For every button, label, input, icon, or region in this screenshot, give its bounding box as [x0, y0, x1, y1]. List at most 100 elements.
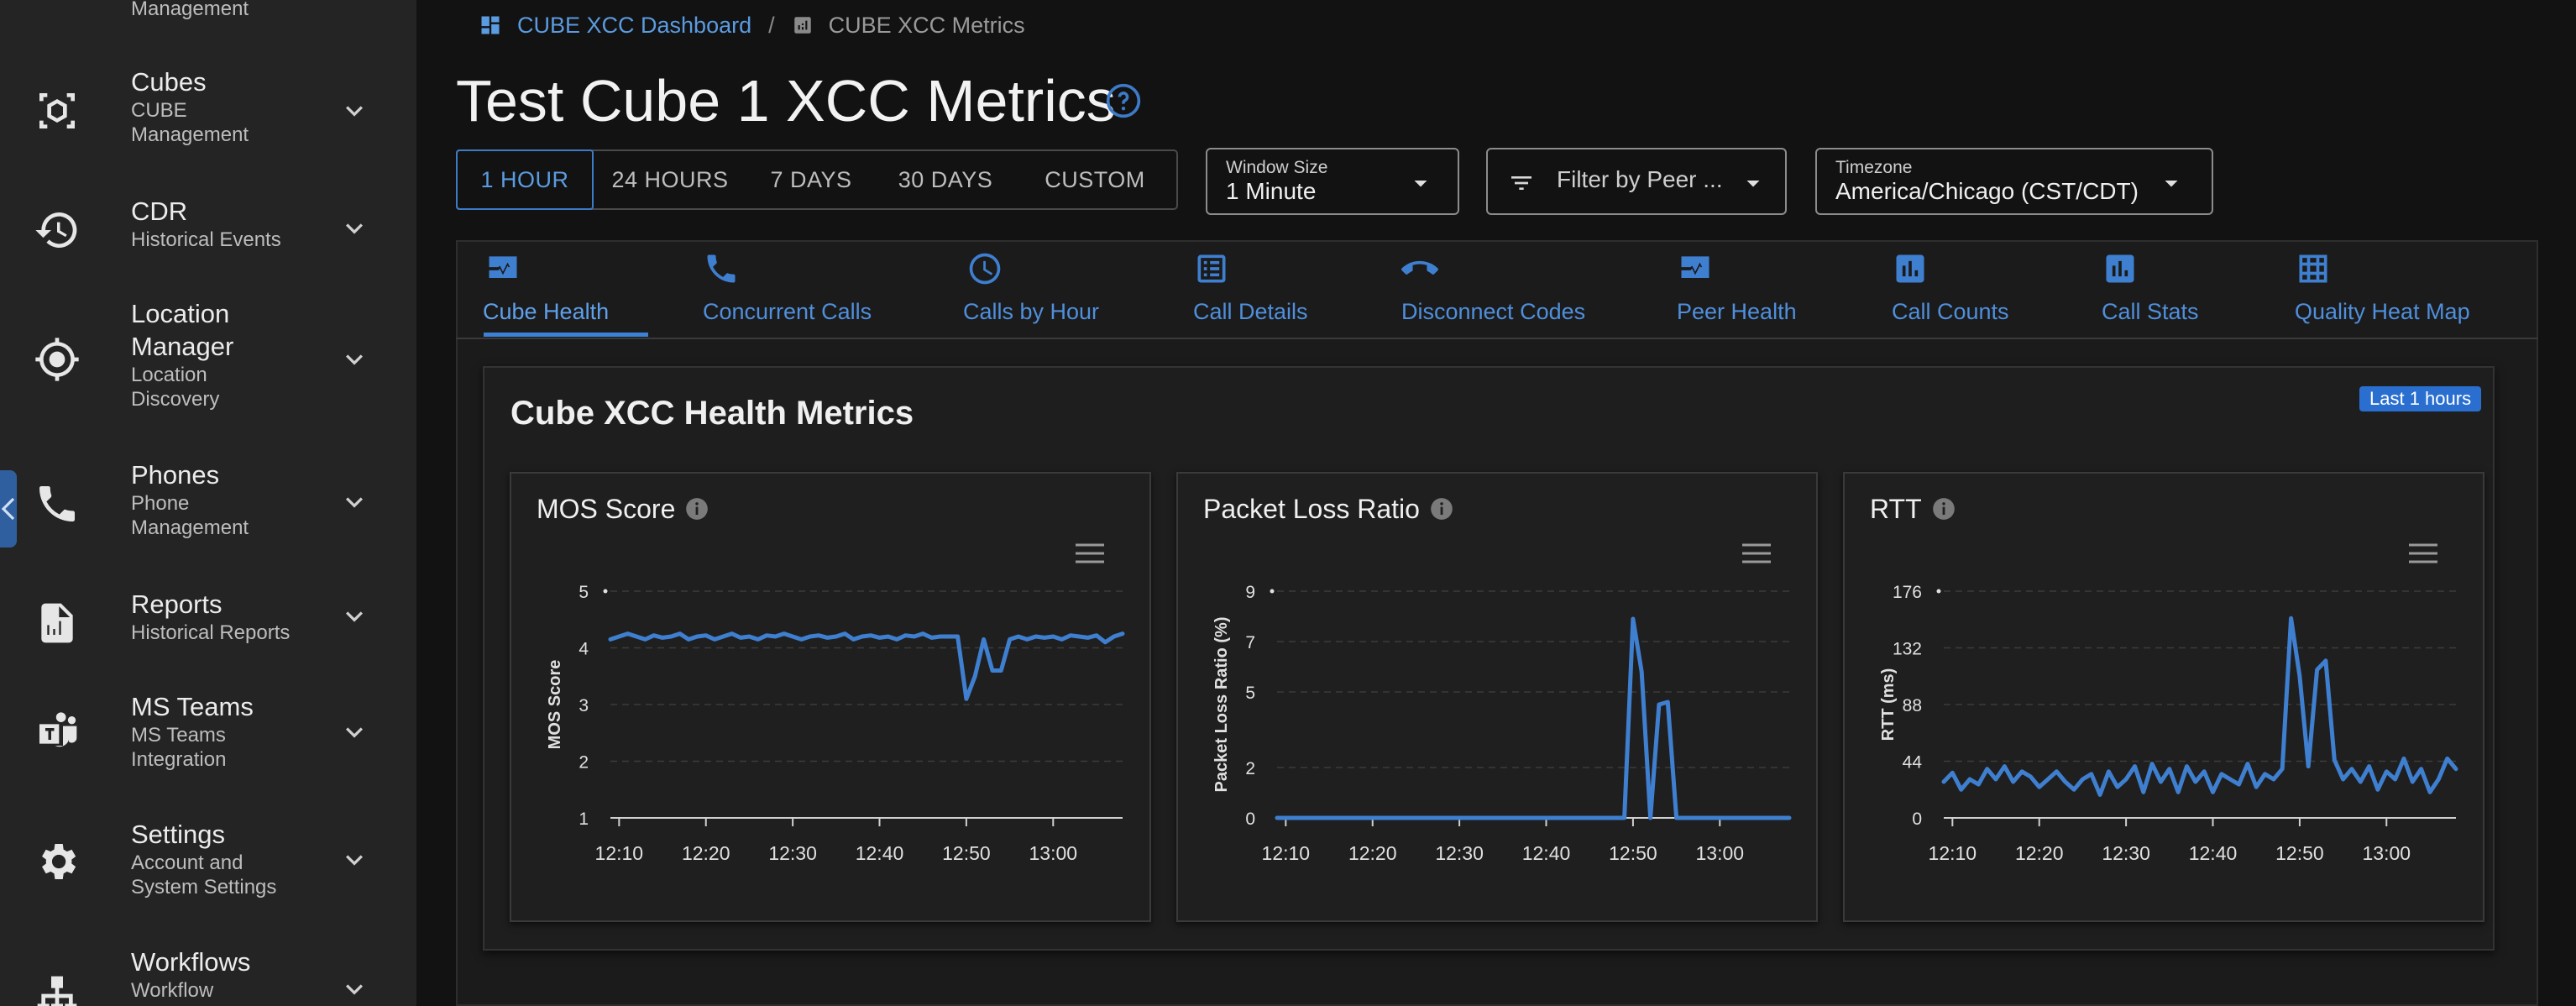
- timezone-select[interactable]: Timezone America/Chicago (CST/CDT): [1815, 148, 2213, 215]
- tab-call-details[interactable]: Call Details: [1193, 240, 1319, 339]
- y-tick-label: 5: [579, 583, 589, 602]
- window-size-select[interactable]: Window Size 1 Minute: [1206, 148, 1459, 215]
- tab-label: Disconnect Codes: [1401, 299, 1586, 324]
- breadcrumb-link[interactable]: CUBE XCC Dashboard: [517, 12, 752, 38]
- tab-label: Call Stats: [2102, 299, 2199, 324]
- range-24-hours-button[interactable]: 24 HOURS: [611, 166, 729, 192]
- rtt-chart-card: RTT 0 44 88 132 176 12:10 12:20 12:30 12:40 12:50…: [1843, 472, 2484, 922]
- sidebar-item-sub: Integration: [131, 748, 227, 771]
- sidebar-item-settings[interactable]: Settings Account and System Settings: [0, 818, 416, 910]
- tab-call-counts[interactable]: Call Counts: [1892, 240, 2018, 339]
- chart-title-text: RTT: [1870, 494, 1922, 524]
- tab-label: Quality Heat Map: [2295, 299, 2470, 324]
- x-tick-label: 12:50: [942, 842, 991, 864]
- chevron-down-icon[interactable]: [338, 485, 371, 519]
- chevron-down-icon[interactable]: [338, 600, 371, 633]
- y-axis-label: MOS Score: [546, 660, 564, 750]
- chevron-down-icon[interactable]: [338, 343, 371, 376]
- sidebar-item-sub: Account and: [131, 851, 243, 874]
- chevron-down-icon[interactable]: [338, 972, 371, 1006]
- sidebar-item-sub: Historical Reports: [131, 621, 291, 644]
- sidebar-item-cdr[interactable]: CDR Historical Events: [0, 195, 416, 262]
- info-icon[interactable]: [1430, 497, 1453, 521]
- y-tick-label: 2: [1245, 759, 1255, 778]
- sidebar-item-sub: Location: [131, 364, 207, 386]
- tab-cube-health[interactable]: Cube Health: [483, 240, 647, 339]
- x-tick-label: 12:20: [1348, 842, 1397, 864]
- caret-down-icon: [1406, 168, 1436, 198]
- y-axis-label: Packet Loss Ratio (%): [1212, 617, 1231, 793]
- sidebar-item-sub: CUBE: [131, 99, 187, 122]
- x-tick-label: 12:10: [1929, 842, 1977, 864]
- y-tick-label: 7: [1245, 633, 1255, 652]
- sidebar-item-cubes[interactable]: Cubes CUBE Management: [0, 65, 416, 158]
- sidebar-item-sub: System Settings: [131, 876, 277, 899]
- sidebar-item-title: Manager: [131, 332, 234, 361]
- mos-score-chart-card: MOS Score 1 2 3 4 5 12:10 12:20 12:30 12:40 12:50…: [510, 472, 1151, 922]
- y-tick-label: 132: [1893, 640, 1922, 659]
- bar-chart-icon: [2102, 250, 2139, 287]
- chevron-left-icon: [1, 497, 15, 521]
- chevron-down-icon[interactable]: [338, 94, 371, 128]
- time-range-badge: Last 1 hours: [2359, 386, 2482, 411]
- sidebar-item-location-manager[interactable]: Location Manager Location Discovery: [0, 297, 416, 423]
- help-icon[interactable]: [1105, 82, 1142, 119]
- chevron-down-icon[interactable]: [338, 212, 371, 245]
- range-custom-button[interactable]: CUSTOM: [1045, 166, 1145, 192]
- x-tick-label: 12:30: [768, 842, 817, 864]
- time-range-group: 1 HOUR 24 HOURS 7 DAYS 30 DAYS CUSTOM: [456, 149, 1178, 210]
- chevron-down-icon[interactable]: [338, 843, 371, 877]
- axis-top-dot: [603, 589, 608, 594]
- sidebar-item-phones[interactable]: Phones Phone Management: [0, 458, 416, 551]
- tab-label: Peer Health: [1677, 299, 1797, 324]
- x-tick-label: 13:00: [1696, 842, 1745, 864]
- page-title: Test Cube 1 XCC Metrics: [456, 68, 1116, 134]
- sidebar-item-title: Reports: [131, 589, 223, 619]
- peer-filter-select[interactable]: Filter by Peer ...: [1486, 148, 1787, 215]
- sidebar-item-workflows[interactable]: Workflows Workflow: [0, 946, 416, 1006]
- menu-icon[interactable]: [2407, 541, 2439, 566]
- chevron-down-icon[interactable]: [338, 715, 371, 749]
- range-1-hour-button[interactable]: 1 HOUR: [456, 149, 594, 210]
- info-icon[interactable]: [1932, 497, 1956, 521]
- report-icon: [34, 600, 81, 647]
- phone-icon: [34, 480, 81, 527]
- range-30-days-button[interactable]: 30 DAYS: [898, 166, 993, 192]
- x-tick-label: 12:30: [1435, 842, 1484, 864]
- sidebar-item-sub: Historical Events: [131, 228, 281, 251]
- sidebar-item-reports[interactable]: Reports Historical Reports: [0, 588, 416, 655]
- packet-loss-chart-card: Packet Loss Ratio 0 2 5 7 9 12:10 12:20 12:30 12…: [1176, 472, 1818, 922]
- caret-down-icon: [1738, 168, 1768, 198]
- sidebar-item-title: Settings: [131, 820, 226, 849]
- location-target-icon: [34, 336, 81, 383]
- tab-calls-by-hour[interactable]: Calls by Hour: [963, 240, 1114, 339]
- health-metrics-title: Cube XCC Health Metrics: [510, 395, 914, 432]
- tab-label: Calls by Hour: [963, 299, 1100, 324]
- y-tick-label: 88: [1903, 696, 1922, 715]
- info-icon[interactable]: [685, 497, 709, 521]
- range-7-days-button[interactable]: 7 DAYS: [770, 166, 852, 192]
- sidebar-item-sub: Management: [131, 0, 249, 20]
- tab-concurrent-calls[interactable]: Concurrent Calls: [703, 240, 887, 339]
- tab-quality-heat-map[interactable]: Quality Heat Map: [2295, 240, 2488, 339]
- tab-disconnect-codes[interactable]: Disconnect Codes: [1401, 240, 1603, 339]
- tab-call-stats[interactable]: Call Stats: [2102, 240, 2211, 339]
- x-tick-label: 12:40: [1522, 842, 1571, 864]
- menu-icon[interactable]: [1741, 541, 1772, 566]
- metrics-tabs: Cube Health Concurrent Calls Calls by Ho…: [456, 240, 2538, 339]
- sidebar-collapse-button[interactable]: [0, 470, 17, 548]
- x-tick-label: 12:20: [2015, 842, 2064, 864]
- chart-title: Packet Loss Ratio: [1203, 494, 1453, 525]
- sidebar-item-sub: Management: [131, 516, 249, 539]
- y-tick-label: 1: [579, 810, 589, 829]
- menu-icon[interactable]: [1074, 541, 1106, 566]
- tab-label: Call Counts: [1892, 299, 2009, 324]
- cube-icon: [34, 87, 81, 134]
- sidebar-item-ms-teams[interactable]: MS Teams MS Teams Integration: [0, 690, 416, 783]
- tab-peer-health[interactable]: Peer Health: [1677, 240, 1803, 339]
- x-tick-label: 12:10: [1262, 842, 1311, 864]
- mos-score-chart: 1 2 3 4 5 12:10 12:20 12:30 12:40 12:50 13:00 MOS S…: [546, 583, 1125, 864]
- sidebar-item-management[interactable]: Management: [0, 0, 416, 34]
- tab-label: Cube Health: [483, 299, 610, 324]
- x-tick-label: 12:50: [1609, 842, 1657, 864]
